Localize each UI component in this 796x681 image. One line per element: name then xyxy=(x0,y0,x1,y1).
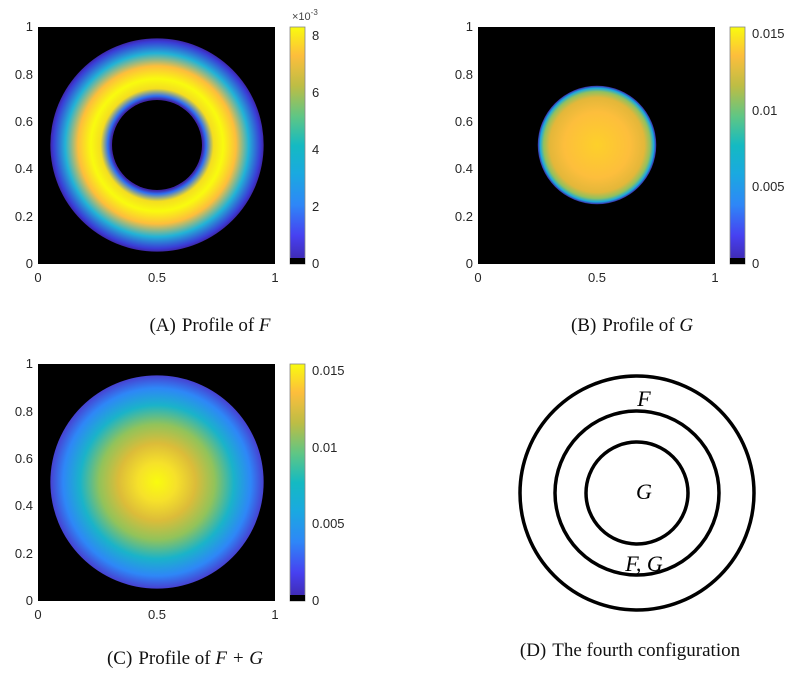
y-tick-label: 0 xyxy=(26,593,33,608)
panel-c-caption-label: (C) xyxy=(107,648,132,669)
colorbar-multiplier: ×10-3 xyxy=(292,8,318,23)
y-tick-label: 0.6 xyxy=(455,114,473,129)
colorbar-tick-label: 0 xyxy=(312,593,319,608)
x-tick-label: 0.5 xyxy=(588,270,606,285)
y-tick-label: 0.4 xyxy=(15,161,33,176)
y-tick-label: 1 xyxy=(26,19,33,34)
region-label-f-g: F, G xyxy=(624,551,663,576)
panel-b-colorbar-zero-band xyxy=(730,258,745,264)
y-tick-label: 0.4 xyxy=(15,498,33,513)
panel-c-colorbar xyxy=(289,363,306,602)
panel-b-profile-g: 0 0.2 0.4 0.6 0.8 1 0 0.5 1 0 0.005 0.01… xyxy=(455,19,785,336)
panel-b-caption-label: (B) xyxy=(571,315,596,336)
panel-c-caption-text: Profile of xyxy=(138,648,215,669)
panel-a-profile-f: 0 0.2 0.4 0.6 0.8 1 0 0.5 1 0 2 4 6 8 ×1… xyxy=(15,8,319,336)
y-tick-label: 0.6 xyxy=(15,114,33,129)
panel-d-caption: (D) The fourth configuration xyxy=(520,640,741,661)
colorbar-tick-label: 6 xyxy=(312,85,319,100)
colorbar-tick-label: 2 xyxy=(312,199,319,214)
inner-circle xyxy=(584,440,690,546)
panel-a-y-ticks: 0 0.2 0.4 0.6 0.8 1 xyxy=(15,19,33,271)
region-label-g: G xyxy=(636,479,652,504)
x-tick-label: 1 xyxy=(711,270,718,285)
y-tick-label: 0 xyxy=(26,256,33,271)
panel-b-caption-math: G xyxy=(679,315,693,336)
y-tick-label: 1 xyxy=(466,19,473,34)
panel-c-caption-math: F + G xyxy=(214,648,263,669)
colorbar-tick-label: 0.01 xyxy=(312,440,337,455)
panel-a-colorbar-zero-band xyxy=(290,258,305,264)
colorbar-tick-label: 0 xyxy=(312,256,319,271)
x-tick-label: 0 xyxy=(474,270,481,285)
panel-d-configuration-diagram: F G F, G (D) The fourth configuration xyxy=(518,374,756,661)
panel-a-colorbar-ticks: 0 2 4 6 8 xyxy=(312,28,319,271)
x-tick-label: 0.5 xyxy=(148,607,166,622)
panel-b-colorbar xyxy=(729,26,746,265)
x-tick-label: 1 xyxy=(271,607,278,622)
y-tick-label: 0.8 xyxy=(455,67,473,82)
panel-a-caption-text: Profile of xyxy=(182,315,259,336)
colorbar-tick-label: 4 xyxy=(312,142,319,157)
y-tick-label: 0.6 xyxy=(15,451,33,466)
x-tick-label: 1 xyxy=(271,270,278,285)
y-tick-label: 1 xyxy=(26,356,33,371)
colorbar-tick-label: 0.015 xyxy=(312,363,345,378)
panel-d-caption-text: The fourth configuration xyxy=(552,640,740,661)
colorbar-tick-label: 0.015 xyxy=(752,26,785,41)
panel-a-inner-hole xyxy=(112,100,202,190)
colorbar-tick-label: 0 xyxy=(752,256,759,271)
colorbar-tick-label: 0.01 xyxy=(752,103,777,118)
panel-c-colorbar-zero-band xyxy=(290,595,305,601)
panel-d-caption-label: (D) xyxy=(520,640,546,661)
panel-c-y-ticks: 0 0.2 0.4 0.6 0.8 1 xyxy=(15,356,33,608)
panel-a-caption-math: F xyxy=(258,315,271,336)
region-label-f: F xyxy=(636,386,651,411)
panel-c-disk-field xyxy=(50,375,264,589)
y-tick-label: 0.2 xyxy=(455,209,473,224)
colorbar-tick-label: 0.005 xyxy=(312,516,345,531)
panel-a-caption-label: (A) xyxy=(149,315,175,336)
panel-c-x-ticks: 0 0.5 1 xyxy=(34,607,278,622)
panel-a-colorbar xyxy=(289,26,306,265)
panel-c-caption: (C) Profile of F + G xyxy=(107,648,263,669)
outer-circle xyxy=(518,374,756,612)
panel-c-profile-f-plus-g: 0 0.2 0.4 0.6 0.8 1 0 0.5 1 0 0.005 0.01… xyxy=(15,356,345,669)
panel-b-y-ticks: 0 0.2 0.4 0.6 0.8 1 xyxy=(455,19,473,271)
panel-b-disk-field xyxy=(537,85,657,205)
panel-b-colorbar-ticks: 0 0.005 0.01 0.015 xyxy=(752,26,785,271)
panel-a-caption: (A) Profile of F xyxy=(149,315,270,336)
y-tick-label: 0.4 xyxy=(455,161,473,176)
x-tick-label: 0.5 xyxy=(148,270,166,285)
panel-b-caption: (B) Profile of G xyxy=(571,315,693,336)
panel-b-x-ticks: 0 0.5 1 xyxy=(474,270,718,285)
panel-c-colorbar-ticks: 0 0.005 0.01 0.015 xyxy=(312,363,345,608)
y-tick-label: 0.8 xyxy=(15,67,33,82)
colorbar-multiplier-base: ×10 xyxy=(292,11,311,23)
colorbar-tick-label: 0.005 xyxy=(752,179,785,194)
colorbar-tick-label: 8 xyxy=(312,28,319,43)
y-tick-label: 0.2 xyxy=(15,546,33,561)
y-tick-label: 0 xyxy=(466,256,473,271)
panel-b-caption-text: Profile of xyxy=(602,315,679,336)
middle-circle xyxy=(553,409,721,577)
y-tick-label: 0.2 xyxy=(15,209,33,224)
colorbar-multiplier-exponent: -3 xyxy=(311,8,319,17)
panel-a-x-ticks: 0 0.5 1 xyxy=(34,270,278,285)
x-tick-label: 0 xyxy=(34,270,41,285)
y-tick-label: 0.8 xyxy=(15,404,33,419)
x-tick-label: 0 xyxy=(34,607,41,622)
